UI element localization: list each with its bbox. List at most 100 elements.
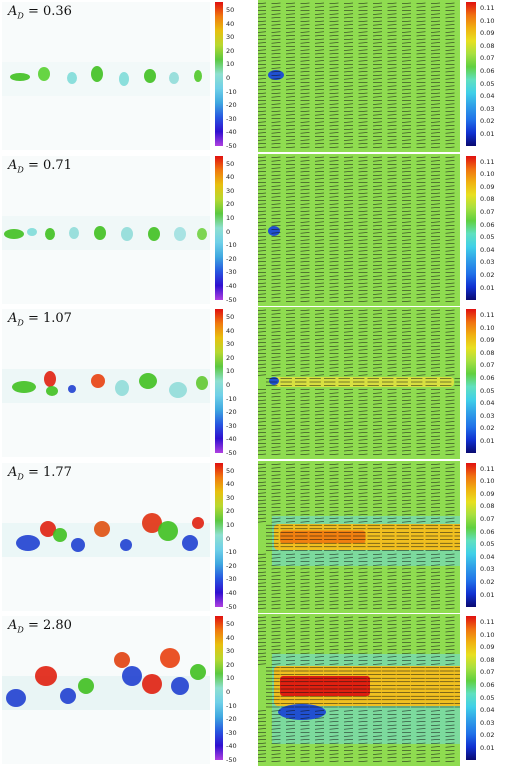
colorbar-tick-label: 0.10	[480, 170, 495, 179]
jet-core	[280, 530, 366, 543]
colorbar-tick-label: 0.09	[480, 489, 495, 498]
colorbar-tick-label: 20	[226, 660, 235, 669]
colorbar-tick-label: 30	[226, 493, 235, 502]
velocity-field-plot	[258, 614, 460, 766]
colorbar-tick-label: 0.11	[480, 157, 495, 166]
colorbar-tick-label: 0.10	[480, 323, 495, 332]
colorbar-tick-label: 50	[226, 6, 235, 14]
colorbar-tick-label: 40	[226, 326, 235, 335]
colorbar-tick-label: -10	[226, 394, 237, 403]
colorbar-tick-label: -50	[226, 295, 237, 304]
vortex-blob	[196, 376, 208, 390]
colorbar-tick-label: 0.04	[480, 92, 495, 101]
velocity-arrows	[258, 2, 455, 148]
vortex-blob	[68, 385, 76, 393]
colorbar-tick-label: 0.02	[480, 424, 495, 433]
colorbar-tick-label: -50	[226, 449, 237, 457]
colorbar-tick-label: 0.07	[480, 668, 495, 677]
vortex-blob	[197, 227, 207, 240]
vortex-blob	[67, 72, 77, 84]
colorbar-tick-label: 50	[226, 620, 235, 628]
vortex-blob	[139, 373, 157, 389]
vorticity-field-plot: AD = 0.71	[2, 155, 210, 304]
colorbar-tick-label: 0.11	[480, 618, 495, 626]
vortex-blob	[148, 226, 160, 241]
colorbar-tick-label: 0.01	[480, 437, 495, 445]
colorbar-tick-label: 30	[226, 647, 235, 656]
colorbar-tick-label: -20	[226, 254, 237, 263]
vortex-blob	[182, 534, 198, 551]
colorbar-tick-label: 0	[226, 534, 231, 543]
vortex-blob	[46, 386, 58, 396]
vortex-blob	[190, 664, 206, 680]
panel-label-subscript: D	[17, 318, 24, 328]
colorbar-tick-label: 0.04	[480, 245, 495, 254]
panel-label-value: = 1.77	[27, 464, 72, 480]
colorbar-tick-label: 50	[226, 159, 235, 168]
velocity-colorbar	[466, 462, 476, 607]
vortex-blob	[122, 666, 142, 686]
colorbar-tick-label: 0.03	[480, 411, 495, 420]
colorbar-tick-label: 0.09	[480, 336, 495, 345]
colorbar-tick-label: -30	[226, 728, 237, 737]
colorbar-tick-label: 40	[226, 173, 235, 182]
vorticity-field-plot: AD = 0.36	[2, 2, 210, 150]
vortex-blob	[171, 677, 189, 695]
vorticity-colorbar	[215, 155, 223, 300]
panel-label-subscript: D	[17, 165, 24, 175]
vortex-blob	[4, 228, 24, 239]
colorbar-tick-label: -50	[226, 602, 237, 611]
vorticity-field-plot: AD = 2.80	[2, 616, 210, 764]
colorbar-tick-label: -40	[226, 281, 237, 290]
colorbar-tick-label: 0.03	[480, 104, 495, 113]
colorbar-tick-label: 0.02	[480, 117, 495, 126]
vortex-blob	[40, 520, 56, 537]
colorbar-tick-label: 0.08	[480, 348, 495, 357]
velocity-field-plot	[258, 0, 460, 152]
colorbar-tick-label: 0.01	[480, 130, 495, 138]
velocity-arrows	[258, 309, 460, 455]
colorbar-tick-label: -40	[226, 128, 237, 137]
panel-label-subscript: D	[17, 472, 24, 482]
colorbar-tick-label: 40	[226, 19, 235, 28]
colorbar-tick-label: 0.11	[480, 311, 495, 319]
colorbar-tick-label: -10	[226, 701, 237, 710]
colorbar-tick-label: 0.06	[480, 681, 495, 689]
panel-label: AD = 0.71	[8, 158, 72, 175]
vortex-blob	[6, 689, 26, 707]
colorbar-tick-label: 20	[226, 200, 235, 209]
colorbar-tick-label: 20	[226, 507, 235, 516]
velocity-arrows	[258, 156, 455, 302]
colorbar-tick-label: 0.08	[480, 195, 495, 204]
colorbar-tick-label: -20	[226, 561, 237, 570]
colorbar-tick-label: 0.02	[480, 731, 495, 740]
figure-row: AD = 1.77 50 40 30 20 10 0 -10 -20 -30 -40 -50 0.11 0…	[0, 460, 509, 613]
colorbar-tick-label: 0.03	[480, 258, 495, 267]
colorbar-tick-label: 0.08	[480, 41, 495, 50]
colorbar-tick-label: 40	[226, 633, 235, 642]
colorbar-tick-label: -20	[226, 715, 237, 724]
colorbar-tick-label: 0.06	[480, 220, 495, 229]
colorbar-tick-label: 0.08	[480, 502, 495, 511]
colorbar-tick-label: 10	[226, 674, 235, 683]
colorbar-tick-label: -10	[226, 241, 237, 250]
low-velocity-spot	[278, 704, 326, 720]
colorbar-tick-label: 0.05	[480, 540, 495, 549]
vortex-blob	[16, 534, 40, 551]
panel-label: AD = 1.07	[8, 311, 72, 328]
vortex-blob	[192, 516, 204, 529]
figure-row: AD = 0.71 50 40 30 20 10 0 -10 -20 -30 -40 -50 0.11 0…	[0, 153, 509, 306]
vortex-blob	[194, 70, 202, 82]
colorbar-tick-label: 0	[226, 74, 231, 82]
panel-label: AD = 2.80	[8, 618, 72, 635]
colorbar-tick-label: 0.09	[480, 182, 495, 191]
colorbar-tick-label: 0.03	[480, 718, 495, 727]
velocity-colorbar	[466, 2, 476, 146]
colorbar-tick-label: 0.01	[480, 283, 495, 292]
colorbar-tick-label: 0.01	[480, 744, 495, 752]
colorbar-tick-label: 0	[226, 381, 231, 389]
vortex-blob	[174, 226, 186, 241]
colorbar-tick-label: 0.05	[480, 386, 495, 395]
vortex-blob	[69, 226, 79, 239]
velocity-arrows	[258, 463, 460, 609]
